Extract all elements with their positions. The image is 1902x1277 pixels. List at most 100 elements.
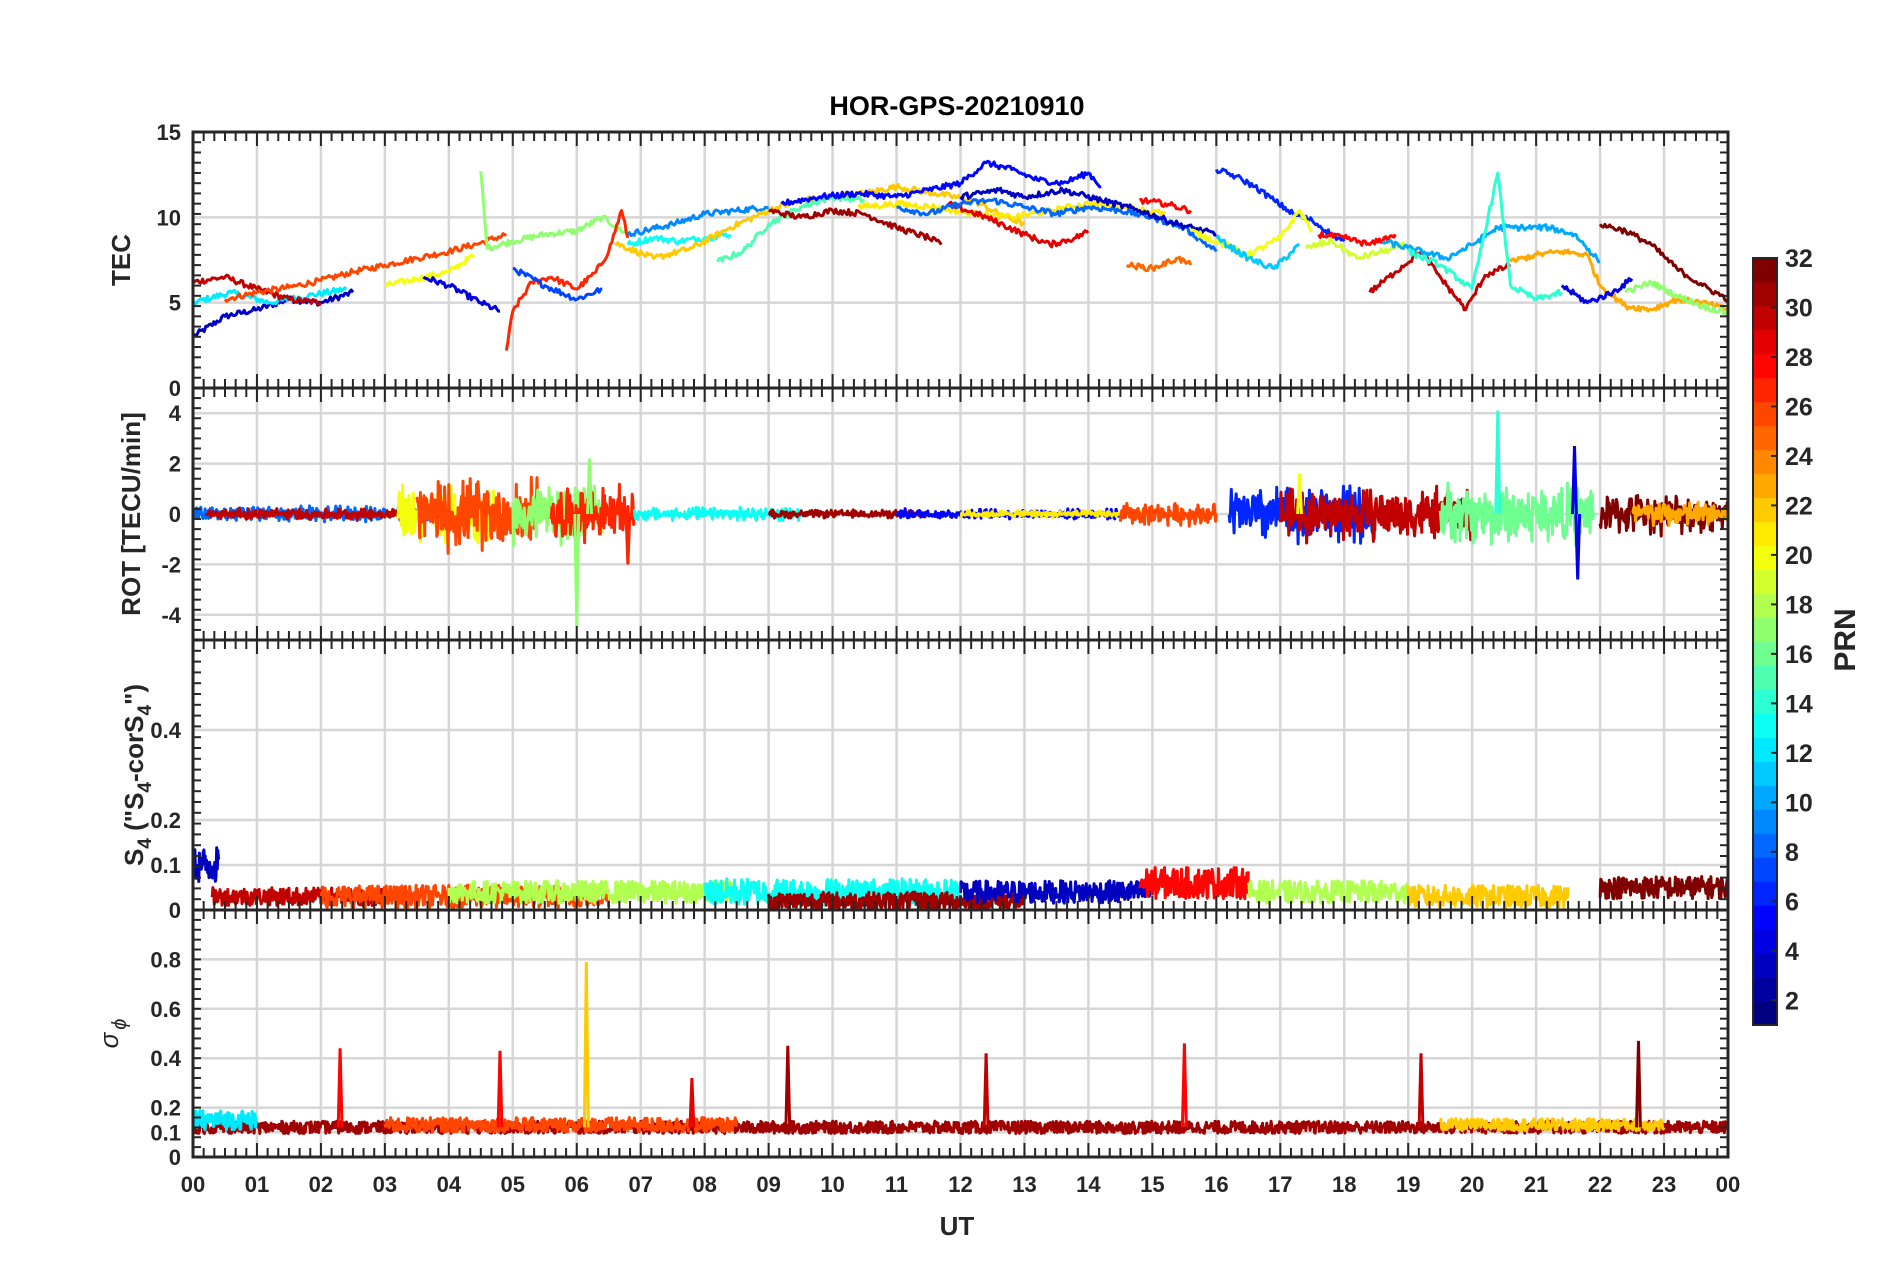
spike-prn-14 [1494, 410, 1502, 515]
colorbar-tick-label: 4 [1785, 938, 1799, 966]
colorbar-tick-label: 8 [1785, 839, 1799, 867]
noise-series-prn-18 [447, 879, 738, 905]
y-axis-label-part: 4 [135, 705, 156, 716]
tec-series-prn-5 [780, 159, 1102, 206]
colorbar-swatch [1753, 497, 1777, 523]
y-axis-label-part: ϕ [109, 1019, 131, 1030]
tec-series-prn-4 [422, 275, 501, 313]
spike-prn-30 [1417, 1053, 1425, 1128]
panel-rot: -4 -2 0 2 4 ROT [TECU/min] [116, 386, 1730, 642]
colorbar-tick-label: 10 [1785, 789, 1813, 817]
spike-prn-22 [582, 961, 590, 1128]
tec-series-prn-14 [1407, 171, 1563, 302]
spike-prn-27 [624, 513, 632, 565]
panel-sigma: 00.10.2 0.4 0.6 0.8 σϕ 00 01 02 03 04 05 06 07 08 09 10… [94, 908, 1740, 1197]
spike-prn-32 [1635, 1040, 1642, 1128]
tec-series-prn-4 [1560, 277, 1634, 305]
chart-title: HOR-GPS-20210910 [829, 91, 1084, 121]
x-tick-label: 12 [948, 1172, 972, 1197]
colorbar-swatch [1753, 473, 1777, 499]
tec-series-prn-20 [384, 253, 476, 288]
x-tick-label: 11 [885, 1172, 908, 1197]
y-tick-label: 0 [169, 1145, 181, 1170]
x-tick-label: 08 [692, 1172, 716, 1197]
x-tick-label: 15 [1140, 1172, 1164, 1197]
panel-frame [191, 908, 1730, 1159]
tec-series-prn-7 [512, 267, 603, 302]
tec-series-prn-27 [504, 209, 630, 351]
spike-prn-28 [336, 1048, 344, 1128]
noise-series-prn-26 [383, 1116, 739, 1134]
y-axis-label-part: 4 [135, 838, 156, 849]
x-tick-label: 14 [1076, 1172, 1101, 1197]
tec-series-prn-8 [896, 197, 1218, 253]
colorbar-swatch [1753, 953, 1777, 978]
noise-series-prn-30 [204, 506, 425, 522]
spike-prn-29 [688, 1077, 696, 1128]
spike-prn-30 [982, 1053, 990, 1128]
colorbar-swatch [1753, 521, 1777, 547]
colorbar-swatch [1753, 665, 1777, 690]
tec-series-prn-20 [1189, 209, 1313, 258]
colorbar-tick-label: 2 [1785, 987, 1799, 1015]
x-tick-label: 00 [1716, 1172, 1740, 1197]
colorbar-tick-label: 6 [1785, 888, 1799, 916]
noise-series-prn-3 [959, 879, 1154, 905]
x-tick-label: 22 [1588, 1172, 1612, 1197]
tec-series-prn-19 [1304, 237, 1409, 260]
y-tick-label: 0.1 [150, 853, 181, 878]
series-group [193, 159, 1728, 351]
colorbar-tick-label: 12 [1785, 740, 1813, 768]
colorbar-tick-label: 20 [1785, 542, 1813, 570]
y-axis-label-part: S [119, 849, 149, 866]
colorbar-frame [1752, 257, 1778, 1026]
y-axis-label-part: -corS [119, 716, 149, 782]
x-tick-label: 13 [1012, 1172, 1036, 1197]
x-tick-label: 20 [1460, 1172, 1484, 1197]
y-axis-label: ROT [TECU/min] [116, 412, 146, 616]
tec-series-prn-30 [1368, 250, 1511, 312]
colorbar-swatch [1753, 305, 1777, 331]
x-tick-label: 06 [565, 1172, 589, 1197]
tec-series-prn-32 [1598, 222, 1728, 303]
ticks [192, 387, 1729, 641]
colorbar-swatch [1753, 425, 1777, 451]
y-axis-label: S4 ("S4-corS4") [119, 684, 156, 866]
series-group [193, 961, 1728, 1135]
x-tick-label: 18 [1332, 1172, 1356, 1197]
colorbar-swatch [1753, 761, 1777, 786]
x-tick-label: 23 [1652, 1172, 1676, 1197]
colorbar-swatch [1753, 977, 1777, 1002]
x-tick-label: 16 [1204, 1172, 1228, 1197]
y-tick-label: 0.2 [150, 808, 181, 833]
tec-series-prn-17 [1624, 279, 1728, 316]
noise-series-prn-23 [1631, 500, 1728, 528]
colorbar-swatch [1753, 809, 1777, 834]
tec-series-prn-31 [768, 207, 943, 246]
colorbar-tick-label: 16 [1785, 641, 1813, 669]
y-axis-label-part: 4 [135, 782, 156, 793]
tec-series-prn-10 [1381, 223, 1601, 264]
colorbar-swatch [1753, 377, 1777, 403]
x-tick-label: 19 [1396, 1172, 1420, 1197]
x-axis-label: UT [940, 1211, 975, 1241]
noise-series-prn-12 [193, 1109, 258, 1132]
colorbar-swatch [1753, 929, 1777, 954]
colorbar-swatch [1753, 905, 1777, 930]
tec-series-prn-11 [1215, 234, 1300, 270]
colorbar-tick-label: 18 [1785, 591, 1813, 619]
y-tick-label: 0 [169, 898, 181, 923]
colorbar-label: PRN [1829, 608, 1862, 671]
y-tick-label: 2 [169, 452, 181, 477]
y-tick-label: 15 [157, 120, 181, 145]
colorbar-tick-label: 14 [1785, 690, 1813, 718]
x-tick-label: 10 [820, 1172, 844, 1197]
colorbar-tick-label: 22 [1785, 492, 1813, 520]
colorbar-swatch [1753, 713, 1777, 738]
x-tick-label: 05 [501, 1172, 525, 1197]
spike-prn-17 [586, 458, 593, 515]
colorbar-tick-label: 30 [1785, 294, 1813, 322]
colorbar-swatch [1753, 833, 1777, 858]
